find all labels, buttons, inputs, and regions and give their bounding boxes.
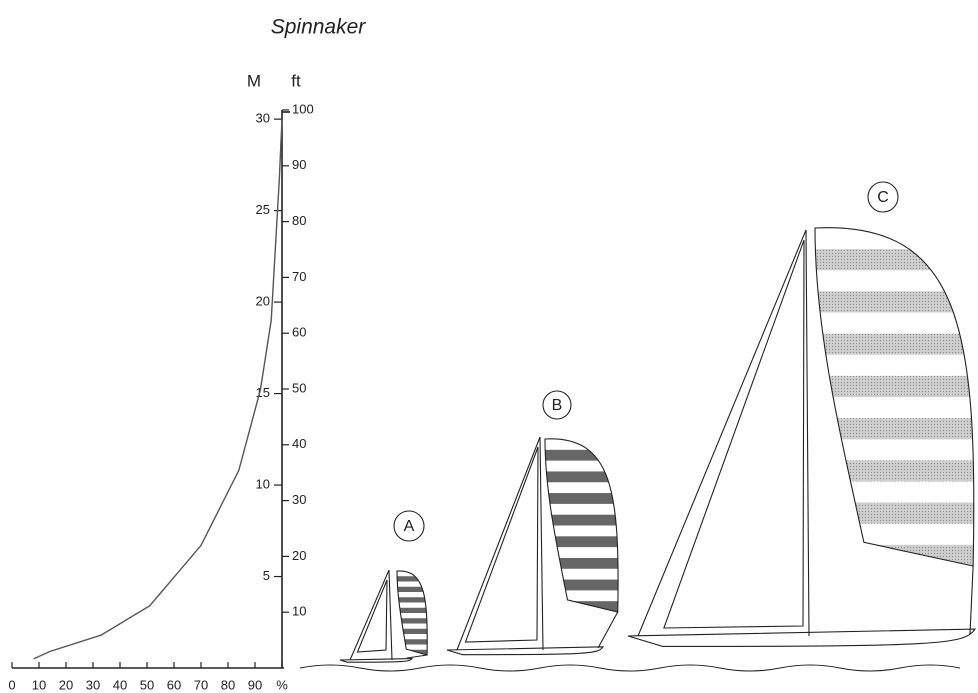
hull [446, 646, 605, 656]
curve [33, 119, 283, 660]
y-tick-label: 10 [256, 476, 270, 491]
y2-tick-label: 30 [292, 492, 306, 507]
sail-stripe [815, 460, 974, 482]
mast [388, 569, 393, 661]
label-circle [542, 390, 572, 420]
y2-tick-label: 10 [292, 604, 306, 619]
sail-stripe [815, 418, 974, 440]
y2-tick-label: 90 [292, 157, 306, 172]
forestay [349, 569, 390, 661]
sheet [597, 611, 619, 649]
sail-stripe [815, 375, 974, 397]
x-tick-label: 60 [167, 677, 181, 692]
x-tick-label: 0 [8, 677, 15, 692]
sail-stripe [815, 291, 974, 313]
label-circle [393, 510, 425, 542]
label-circle [867, 181, 899, 213]
y2-tick-label: 70 [292, 269, 306, 284]
y-axis-label: M [247, 71, 261, 90]
sail-stripe [397, 639, 428, 645]
x-tick-label: 80 [221, 677, 235, 692]
jib [663, 239, 805, 629]
y2-tick-label: 50 [292, 380, 306, 395]
hull [627, 628, 977, 647]
spinnaker [396, 570, 428, 656]
sail-stripe [545, 536, 619, 548]
sail-stripe [397, 607, 428, 613]
illustration: A B C [299, 181, 977, 672]
chart-title: Spinnaker [271, 16, 367, 39]
y-tick-label: 25 [256, 202, 270, 217]
mast [805, 229, 810, 637]
jib [464, 446, 539, 643]
x-tick-label: 70 [194, 677, 208, 692]
x-tick-label: 30 [86, 677, 100, 692]
boat-label: B [552, 397, 563, 414]
mast [539, 436, 544, 651]
sail-stripe [397, 618, 428, 624]
y2-tick-label: 100 [292, 101, 314, 116]
y-tick-label: 20 [256, 294, 270, 309]
forestay [637, 229, 807, 637]
y2-tick-label: 20 [292, 548, 306, 563]
boat-label: A [404, 518, 415, 535]
sail-stripe [545, 449, 619, 461]
y-tick-label: 30 [256, 111, 270, 126]
sail-stripe [545, 471, 619, 483]
sail-stripe [815, 502, 974, 524]
sail-stripe [815, 333, 974, 355]
sail-stripe [545, 579, 619, 591]
y2-axis-label: ft [291, 71, 301, 90]
sail-stripe [397, 576, 428, 582]
spinnaker [544, 438, 619, 613]
water [299, 664, 961, 672]
hull [339, 657, 414, 663]
jib [356, 579, 388, 653]
sail-stripe [397, 597, 428, 603]
forestay [456, 436, 541, 651]
sail-stripe [545, 514, 619, 526]
sheet [406, 654, 428, 659]
x-tick-label: 10 [32, 677, 46, 692]
y2-tick-label: 80 [292, 213, 306, 228]
sail-stripe [815, 544, 974, 566]
spinnaker [814, 227, 975, 567]
x-tick-label: 90 [248, 677, 262, 692]
x-tick-label: 50 [140, 677, 154, 692]
x-tick-label: 40 [113, 677, 127, 692]
sail-stripe [815, 249, 974, 271]
sail-stripe [397, 586, 428, 592]
boat-label: C [877, 189, 889, 206]
sail-stripe [397, 628, 428, 634]
y2-tick-label: 40 [292, 436, 306, 451]
x-tick-label: % [276, 677, 288, 692]
y2-tick-label: 60 [292, 325, 306, 340]
x-tick-label: 20 [59, 677, 73, 692]
sheet [969, 565, 974, 635]
sail-stripe [545, 493, 619, 504]
sail-stripe [545, 557, 619, 569]
y-tick-label: 5 [263, 568, 270, 583]
